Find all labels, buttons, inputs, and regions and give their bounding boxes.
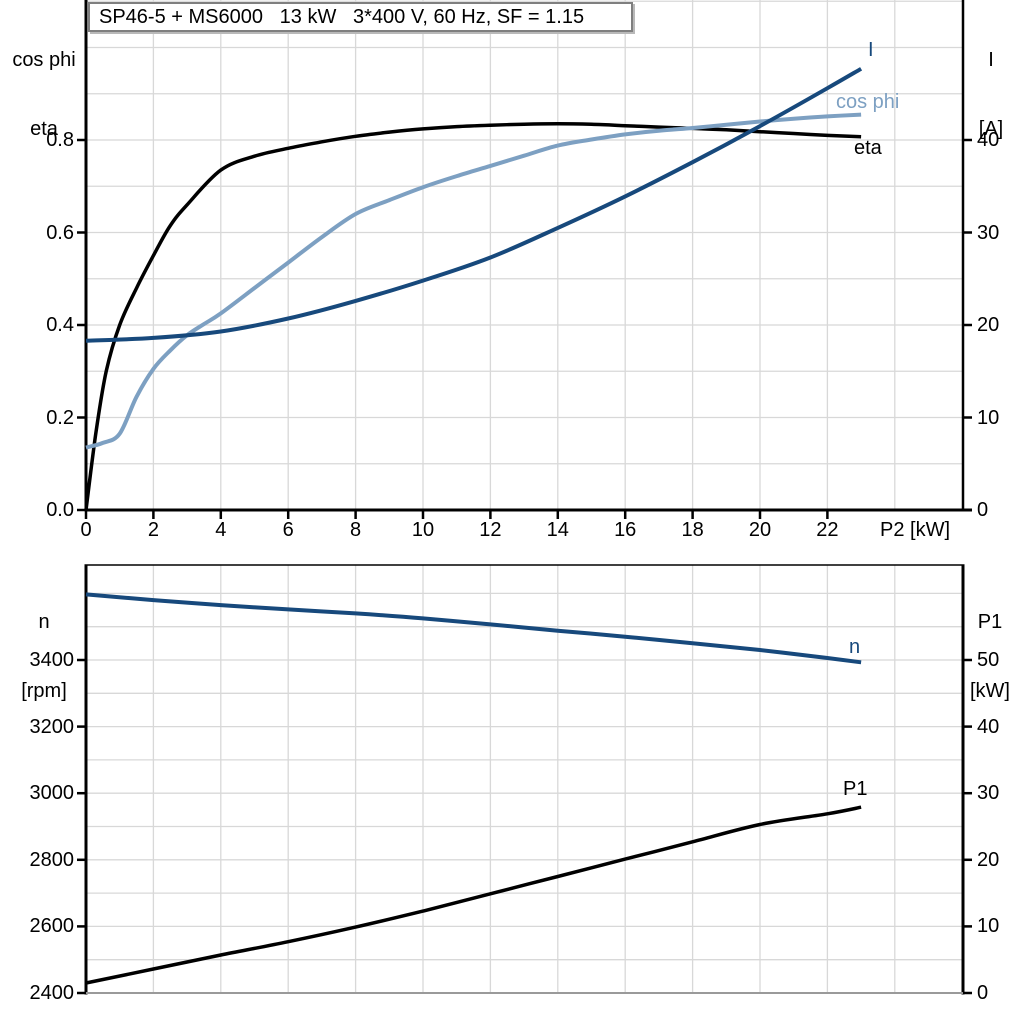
curve-label-p1: P1 [843,778,868,800]
axis-title-cos-phi: cos phi [12,49,76,71]
x-tick-label: 14 [546,519,569,541]
axis-title-kw-unit: [kW] [970,680,1010,702]
x-tick-label: 0 [80,519,92,541]
curve-i [85,67,863,343]
left-tick-label: 3400 [29,649,75,671]
left-tick-label: 3200 [29,715,75,738]
right-tick-label: 0 [977,499,989,521]
left-tick-label: 2600 [29,915,75,938]
x-tick-label: 6 [282,519,294,541]
axis-title-n: n [38,611,50,633]
right-tick-label: 40 [977,129,1000,151]
curve-label-eta: eta [854,137,882,159]
left-tick-label: 2400 [29,982,75,1004]
top-right-axis-title: I [A] [964,3,1018,187]
curve-eta [84,122,862,511]
axis-title-rpm-unit: [rpm] [21,680,67,702]
left-tick-label: 2800 [29,848,75,871]
bottom-left-axis-title: n [rpm] [8,565,80,749]
x-tick-label: 4 [215,519,227,541]
axis-title-p1: P1 [977,611,1003,633]
top-left-axis-title: cos phi eta [6,3,82,187]
right-tick-label: 10 [977,915,1000,938]
bottom-right-axis-title: P1 [kW] [960,565,1020,749]
x-tick-label: 16 [614,519,637,541]
axis-title-current: I [988,49,994,71]
right-tick-label: 20 [977,848,1000,871]
x-tick-label: 12 [479,519,502,541]
right-tick-label: 20 [977,314,1000,336]
right-tick-label: 0 [977,982,989,1004]
left-tick-label: 0.6 [46,221,74,244]
left-tick-label: 0.0 [46,499,74,521]
curve-cos-phi [85,112,862,450]
x-tick-label: 20 [748,519,772,541]
right-tick-label: 30 [977,221,1000,244]
x-tick-label: 2 [147,519,159,541]
right-tick-label: 40 [977,715,1000,738]
left-tick-label: 0.8 [46,129,74,151]
curve-label-i: I [868,39,874,61]
x-tick-label: 10 [411,519,435,541]
x-tick-label: 8 [350,519,362,541]
axis-title-eta: eta [30,118,58,140]
left-tick-label: 0.2 [46,406,74,429]
axis-title-ampere-unit: [A] [978,118,1004,140]
left-tick-label: 3000 [29,782,75,805]
x-tick-label: 22 [816,519,839,541]
x-axis-title-p2: P2 [kW] [880,519,951,541]
right-tick-label: 30 [977,782,1000,805]
right-tick-label: 10 [977,406,1000,429]
curve-p1 [85,805,862,985]
right-tick-label: 50 [977,649,1000,671]
curve-n [85,592,862,665]
left-tick-label: 0.4 [46,314,74,336]
x-tick-label: 18 [681,519,704,541]
curve-label-cos-phi: cos phi [836,91,900,113]
curve-label-n: n [849,636,861,658]
chart-title: SP46-5 + MS6000 13 kW 3*400 V, 60 Hz, SF… [88,2,633,32]
